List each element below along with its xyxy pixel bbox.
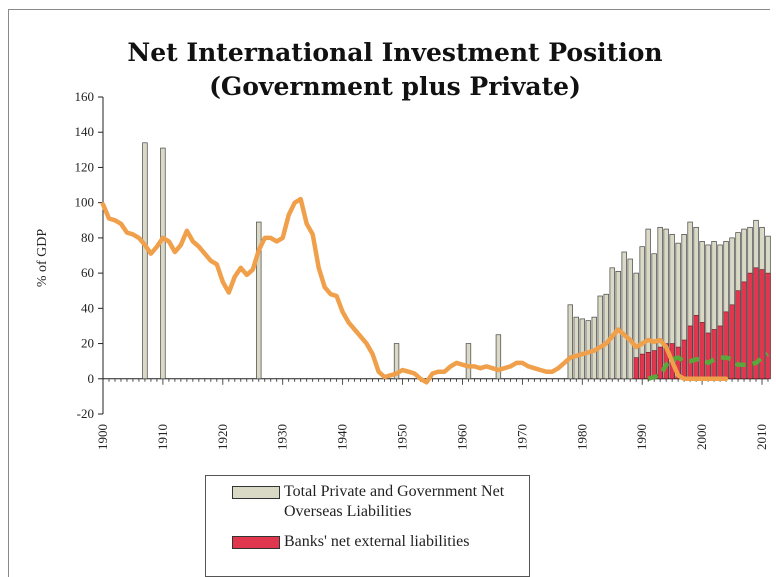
chart-title-line-1: Net International Investment Position (127, 38, 663, 67)
y-tick-label: -20 (77, 406, 94, 421)
y-tick-label: 100 (75, 195, 95, 210)
bar-total-liabilities (573, 316, 579, 380)
y-tick-label: 0 (88, 371, 95, 386)
y-tick-label: 40 (81, 300, 94, 315)
chart-frame (8, 9, 770, 577)
plot-area: -20 0 20 40 60 80 100 120 140 160 1900 1910 1920 1930… (75, 89, 771, 450)
x-tick-label: 1950 (395, 424, 410, 450)
bar-total-liabilities (615, 271, 621, 380)
bar-total-liabilities (256, 221, 262, 380)
line-series-orange (100, 196, 729, 385)
bar-banks-liabilities (705, 332, 711, 380)
legend-item-banks: Banks' net external liabilities (232, 532, 524, 552)
line-series-green-dashed (647, 352, 770, 381)
bar-banks-liabilities (753, 267, 759, 380)
bar-total-liabilities (160, 147, 166, 380)
y-tick-label: 160 (75, 89, 95, 104)
bar-banks-liabilities (693, 315, 699, 380)
bar-total-liabilities (579, 318, 585, 380)
bar-banks-liabilities (747, 272, 753, 380)
y-axis-label: % of GDP (35, 229, 50, 288)
bar-banks-liabilities (699, 322, 705, 380)
legend-swatch-total (232, 486, 280, 499)
bar-total-liabilities (465, 343, 472, 380)
bar-banks-liabilities (687, 325, 693, 380)
bar-total-liabilities (567, 304, 573, 380)
legend-item-total: Total Private and Government Net Oversea… (232, 482, 524, 522)
bar-total-liabilities (142, 142, 148, 380)
x-tick-label: 2000 (694, 424, 709, 450)
bar-banks-liabilities (729, 304, 735, 380)
bar-banks-liabilities (735, 290, 741, 380)
y-tick-label: 80 (81, 230, 94, 245)
legend-label-banks: Banks' net external liabilities (284, 533, 470, 550)
bar-banks-liabilities (657, 346, 663, 380)
bar-banks-liabilities (711, 329, 717, 380)
x-tick-label: 1920 (215, 424, 230, 450)
bar-banks-liabilities (741, 281, 747, 380)
bar-banks-liabilities (663, 343, 669, 380)
bar-banks-liabilities (765, 272, 771, 380)
bar-total-liabilities (495, 334, 502, 380)
bar-banks-liabilities (759, 269, 765, 380)
x-tick-label: 1990 (634, 424, 649, 450)
x-tick-label: 1940 (335, 424, 350, 450)
bar-total-liabilities (393, 343, 400, 380)
y-tick-label: 60 (81, 265, 94, 280)
bar-banks-liabilities (639, 353, 645, 380)
bar-banks-liabilities (645, 352, 651, 380)
x-tick-label: 2010 (754, 424, 769, 450)
y-tick-label: 120 (75, 159, 95, 174)
legend: Total Private and Government Net Oversea… (205, 475, 530, 577)
bar-banks-liabilities (675, 346, 681, 380)
y-tick-label: 140 (75, 124, 95, 139)
x-tick-label: 1930 (275, 424, 290, 450)
legend-label-total: Total Private and Government Net Oversea… (284, 483, 505, 520)
chart-title-line-2: (Government plus Private) (209, 72, 581, 101)
x-tick-label: 1900 (95, 424, 110, 450)
x-tick-label: 1980 (574, 424, 589, 450)
x-tick-label: 1970 (514, 424, 529, 450)
bar-banks-liabilities (633, 357, 639, 380)
bar-total-liabilities (627, 258, 633, 380)
bar-banks-liabilities (723, 311, 729, 380)
x-tick-label: 1960 (454, 424, 469, 450)
bar-banks-liabilities (717, 325, 723, 380)
bar-total-liabilities (621, 251, 627, 380)
x-tick-label: 1910 (155, 424, 170, 450)
bar-total-liabilities (603, 293, 609, 380)
bar-total-liabilities (609, 267, 615, 380)
legend-swatch-banks (232, 536, 280, 549)
bar-total-liabilities (597, 295, 603, 380)
y-tick-label: 20 (81, 336, 94, 351)
